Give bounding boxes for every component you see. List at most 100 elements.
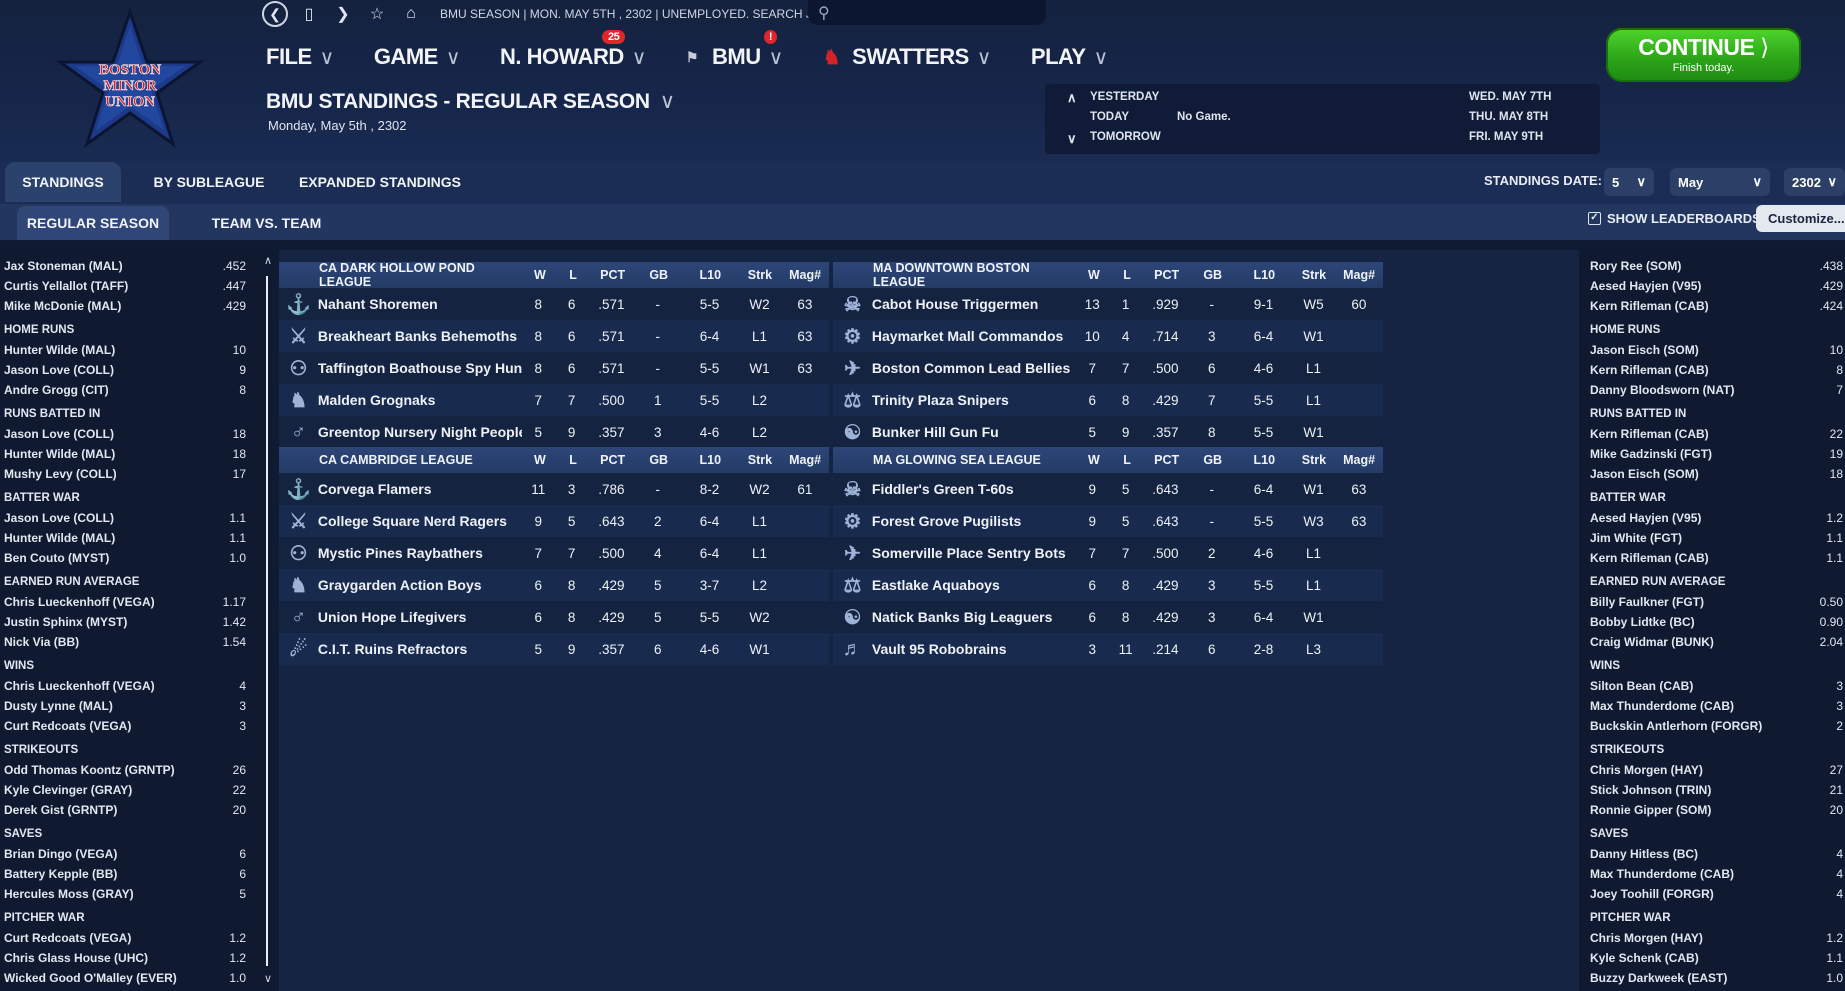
leaderboard-row[interactable]: Kyle Schenk (CAB) 1.1: [1580, 948, 1845, 968]
player-name[interactable]: Hunter Wilde (MAL): [4, 531, 116, 545]
schedule-up-icon[interactable]: ∧: [1067, 90, 1077, 105]
player-name[interactable]: Dusty Lynne (MAL): [4, 699, 113, 713]
left-scrollbar[interactable]: ∧ ∨: [262, 250, 272, 991]
team-row[interactable]: ⚖ Trinity Plaza Snipers 6 8 .429 7 5-5 L1: [833, 384, 1383, 416]
show-leaderboards-toggle[interactable]: ✓ SHOW LEADERBOARDS: [1588, 211, 1761, 226]
team-row[interactable]: ☠ Fiddler's Green T-60s 9 5 .643 - 6-4 W1 63: [833, 473, 1383, 505]
team-logo-icon[interactable]: ♞: [289, 389, 308, 412]
player-name[interactable]: Silton Bean (CAB): [1590, 679, 1694, 693]
player-name[interactable]: Kyle Schenk (CAB): [1590, 951, 1699, 965]
menu-league[interactable]: ⚑ BMU! ∨: [686, 30, 783, 70]
league-name[interactable]: CA CAMBRIDGE LEAGUE: [319, 453, 473, 467]
team-logo-icon[interactable]: ⚔: [289, 325, 308, 348]
leaderboard-row[interactable]: Jason Eisch (SOM) 18: [1580, 464, 1845, 484]
team-name[interactable]: Breakheart Banks Behemoths: [317, 328, 518, 344]
leaderboard-row[interactable]: Battery Kepple (BB) 6: [0, 864, 272, 884]
leaderboard-row[interactable]: Wicked Good O'Malley (EVER) 1.0: [0, 968, 272, 988]
team-row[interactable]: ⚙ Forest Grove Pugilists 9 5 .643 - 5-5 W3 63: [833, 505, 1383, 537]
column-header[interactable]: Strk: [1301, 268, 1327, 282]
customize-button[interactable]: Customize...: [1756, 205, 1845, 232]
player-name[interactable]: Joey Toohill (FORGR): [1590, 887, 1714, 901]
leaderboard-row[interactable]: Danny Bloodsworn (NAT) 7: [1580, 380, 1845, 400]
leaderboard-row[interactable]: Max Thunderdome (CAB) 4: [1580, 864, 1845, 884]
column-header[interactable]: L: [569, 453, 577, 467]
player-name[interactable]: Craig Widmar (BUNK): [1590, 635, 1714, 649]
column-header[interactable]: W: [534, 268, 546, 282]
player-name[interactable]: Kern Rifleman (CAB): [1590, 427, 1709, 441]
team-row[interactable]: ✈ Boston Common Lead Bellies 7 7 .500 6 4-6 L1: [833, 352, 1383, 384]
team-logo-icon[interactable]: ♂: [290, 420, 306, 443]
team-name[interactable]: C.I.T. Ruins Refractors: [317, 641, 468, 657]
column-header[interactable]: W: [1088, 453, 1100, 467]
leaderboard-row[interactable]: Ben Couto (MYST) 1.0: [0, 548, 272, 568]
tab-standings[interactable]: STANDINGS: [5, 162, 121, 202]
back-icon[interactable]: ❮: [262, 1, 288, 27]
leaderboard-row[interactable]: Chris Glass House (UHC) 1.2: [0, 948, 272, 968]
leaderboard-row[interactable]: Stick Johnson (TRIN) 21: [1580, 780, 1845, 800]
leaderboard-row[interactable]: Chris Lueckenhoff (VEGA) 1.17: [0, 592, 272, 612]
leaderboard-row[interactable]: Andre Grogg (CIT) 8: [0, 380, 272, 400]
league-name[interactable]: MA DOWNTOWN BOSTON LEAGUE: [873, 261, 1030, 289]
team-name[interactable]: Vault 95 Robobrains: [871, 641, 1007, 657]
player-name[interactable]: Rory Ree (SOM): [1590, 259, 1682, 273]
player-name[interactable]: Derek Gist (GRNTP): [4, 803, 118, 817]
boston-minor-union-logo[interactable]: BOSTON MINOR UNION: [55, 8, 205, 148]
player-name[interactable]: Andre Grogg (CIT): [4, 383, 109, 397]
player-name[interactable]: Bobby Lidtke (BC): [1590, 615, 1695, 629]
home-icon[interactable]: ⌂: [406, 5, 416, 22]
team-logo-icon[interactable]: ✈: [844, 542, 861, 565]
leaderboard-row[interactable]: Kern Rifleman (CAB) 22: [1580, 424, 1845, 444]
team-logo-icon[interactable]: ✈: [844, 357, 861, 380]
player-name[interactable]: Odd Thomas Koontz (GRNTP): [4, 763, 175, 777]
column-header[interactable]: GB: [1203, 268, 1223, 282]
leaderboard-row[interactable]: Jason Love (COLL) 9: [0, 360, 272, 380]
leaderboard-row[interactable]: Kern Rifleman (CAB) 1.1: [1580, 548, 1845, 568]
column-header[interactable]: PCT: [600, 453, 626, 467]
player-name[interactable]: Chris Morgen (HAY): [1590, 931, 1703, 945]
team-name[interactable]: College Square Nerd Ragers: [317, 513, 507, 529]
player-name[interactable]: Mike McDonie (MAL): [4, 299, 122, 313]
schedule-yesterday[interactable]: YESTERDAY: [1090, 91, 1160, 103]
player-name[interactable]: Kyle Clevinger (GRAY): [4, 783, 133, 797]
player-name[interactable]: Aesed Hayjen (V95): [1590, 279, 1702, 293]
team-logo-icon[interactable]: ⚙: [843, 510, 862, 533]
team-row[interactable]: ☄ C.I.T. Ruins Refractors 5 9 .357 6 4-6 W1: [279, 633, 829, 665]
menu-manager[interactable]: N. HOWARD 25 ∨: [500, 30, 646, 70]
schedule-date-3[interactable]: FRI. MAY 9TH: [1469, 131, 1544, 143]
leaderboard-row[interactable]: Chris Morgen (HAY) 27: [1580, 760, 1845, 780]
leaderboard-row[interactable]: Billy Faulkner (FGT) 0.50: [1580, 592, 1845, 612]
schedule-date-1[interactable]: WED. MAY 7TH: [1469, 91, 1552, 103]
column-header[interactable]: GB: [649, 453, 669, 467]
team-row[interactable]: ⚔ College Square Nerd Ragers 9 5 .643 2 6-4 L1: [279, 505, 829, 537]
search-input[interactable]: ⚲: [808, 0, 1046, 25]
leaderboard-row[interactable]: Silton Bean (CAB) 3: [1580, 676, 1845, 696]
column-header[interactable]: Mag#: [789, 268, 822, 282]
team-logo-icon[interactable]: ☄: [289, 638, 308, 661]
team-name[interactable]: Bunker Hill Gun Fu: [871, 424, 999, 440]
scroll-up-icon[interactable]: ∧: [264, 255, 273, 267]
player-name[interactable]: Jason Love (COLL): [4, 511, 115, 525]
forward-icon[interactable]: ❯: [336, 6, 350, 23]
leaderboard-row[interactable]: Danny Hitless (BC) 4: [1580, 844, 1845, 864]
scroll-down-icon[interactable]: ∨: [264, 973, 273, 985]
team-logo-icon[interactable]: ⚙: [843, 325, 862, 348]
player-name[interactable]: Brian Dingo (VEGA): [4, 847, 118, 861]
leaderboard-row[interactable]: Hercules Moss (GRAY) 5: [0, 884, 272, 904]
team-logo-icon[interactable]: ⚖: [843, 574, 862, 597]
menu-play[interactable]: PLAY ∨: [1031, 44, 1108, 70]
player-name[interactable]: Danny Hitless (BC): [1590, 847, 1699, 861]
player-name[interactable]: Justin Sphinx (MYST): [4, 615, 128, 629]
team-logo-icon[interactable]: ⚓: [285, 293, 311, 316]
player-name[interactable]: Jason Eisch (SOM): [1590, 467, 1699, 481]
team-logo-icon[interactable]: ☯: [843, 606, 862, 629]
player-name[interactable]: Buzzy Darkweek (EAST): [1590, 971, 1728, 985]
player-name[interactable]: Wicked Good O'Malley (EVER): [4, 971, 177, 985]
star-icon[interactable]: ☆: [369, 6, 385, 23]
leaderboard-row[interactable]: Nick Via (BB) 1.54: [0, 632, 272, 652]
breadcrumb[interactable]: BMU SEASON | MON. MAY 5TH , 2302 | UNEMP…: [440, 7, 848, 21]
leaderboard-row[interactable]: Buzzy Darkweek (EAST) 1.0: [1580, 968, 1845, 988]
team-name[interactable]: Trinity Plaza Snipers: [871, 392, 1009, 408]
player-name[interactable]: Jason Love (COLL): [4, 427, 115, 441]
team-row[interactable]: ♂ Greentop Nursery Night People 5 9 .357 3 4-6…: [279, 416, 829, 448]
leaderboard-row[interactable]: Jason Eisch (SOM) 10: [1580, 340, 1845, 360]
